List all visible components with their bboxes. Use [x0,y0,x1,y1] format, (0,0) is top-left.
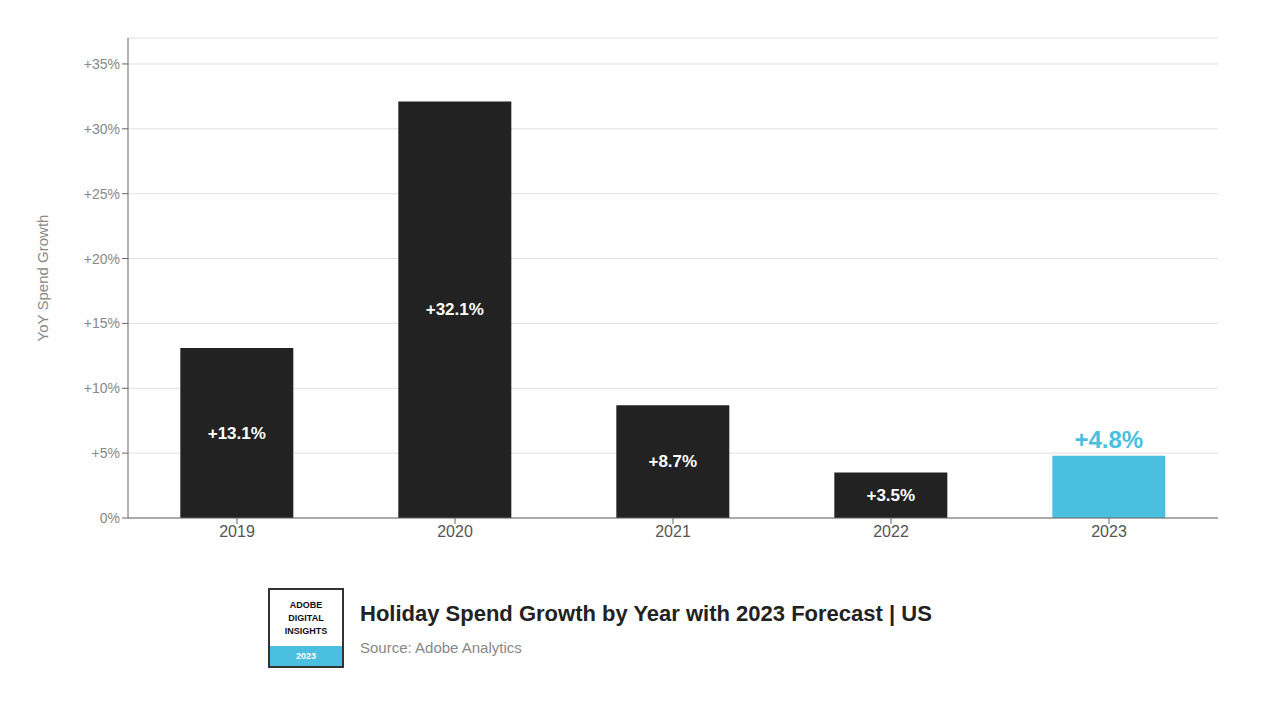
svg-text:+10%: +10% [84,380,120,396]
svg-text:+35%: +35% [84,56,120,72]
svg-text:+30%: +30% [84,121,120,137]
html-text:INSIGHTS: INSIGHTS [284,625,328,636]
html-text:Holiday Spend Growth by Year w: Holiday Spend Growth by Year with 2023 F… [360,600,932,626]
svg-text:+5%: +5% [92,445,120,461]
html-text:2023: 2023 [296,651,316,661]
svg-text:+13.1%: +13.1% [208,424,266,443]
svg-text:+25%: +25% [84,186,120,202]
html-text:Source: Adobe Analytics: Source: Adobe Analytics [360,638,522,656]
svg-text:+3.5%: +3.5% [866,486,915,505]
svg-text:+15%: +15% [84,315,120,331]
html-text:DIGITAL: DIGITAL [288,612,324,623]
html-text:ADOBE: ADOBE [289,599,323,610]
svg-text:2023: 2023 [1091,523,1127,540]
svg-text:+4.8%: +4.8% [1074,426,1143,453]
svg-text:YoY Spend Growth: YoY Spend Growth [34,215,51,342]
svg-text:+32.1%: +32.1% [426,300,484,319]
svg-text:2019: 2019 [219,523,255,540]
svg-text:0%: 0% [100,510,120,526]
svg-text:+8.7%: +8.7% [648,452,697,471]
svg-text:+20%: +20% [84,251,120,267]
svg-text:2022: 2022 [873,523,909,540]
svg-text:2020: 2020 [437,523,473,540]
svg-text:2021: 2021 [655,523,691,540]
